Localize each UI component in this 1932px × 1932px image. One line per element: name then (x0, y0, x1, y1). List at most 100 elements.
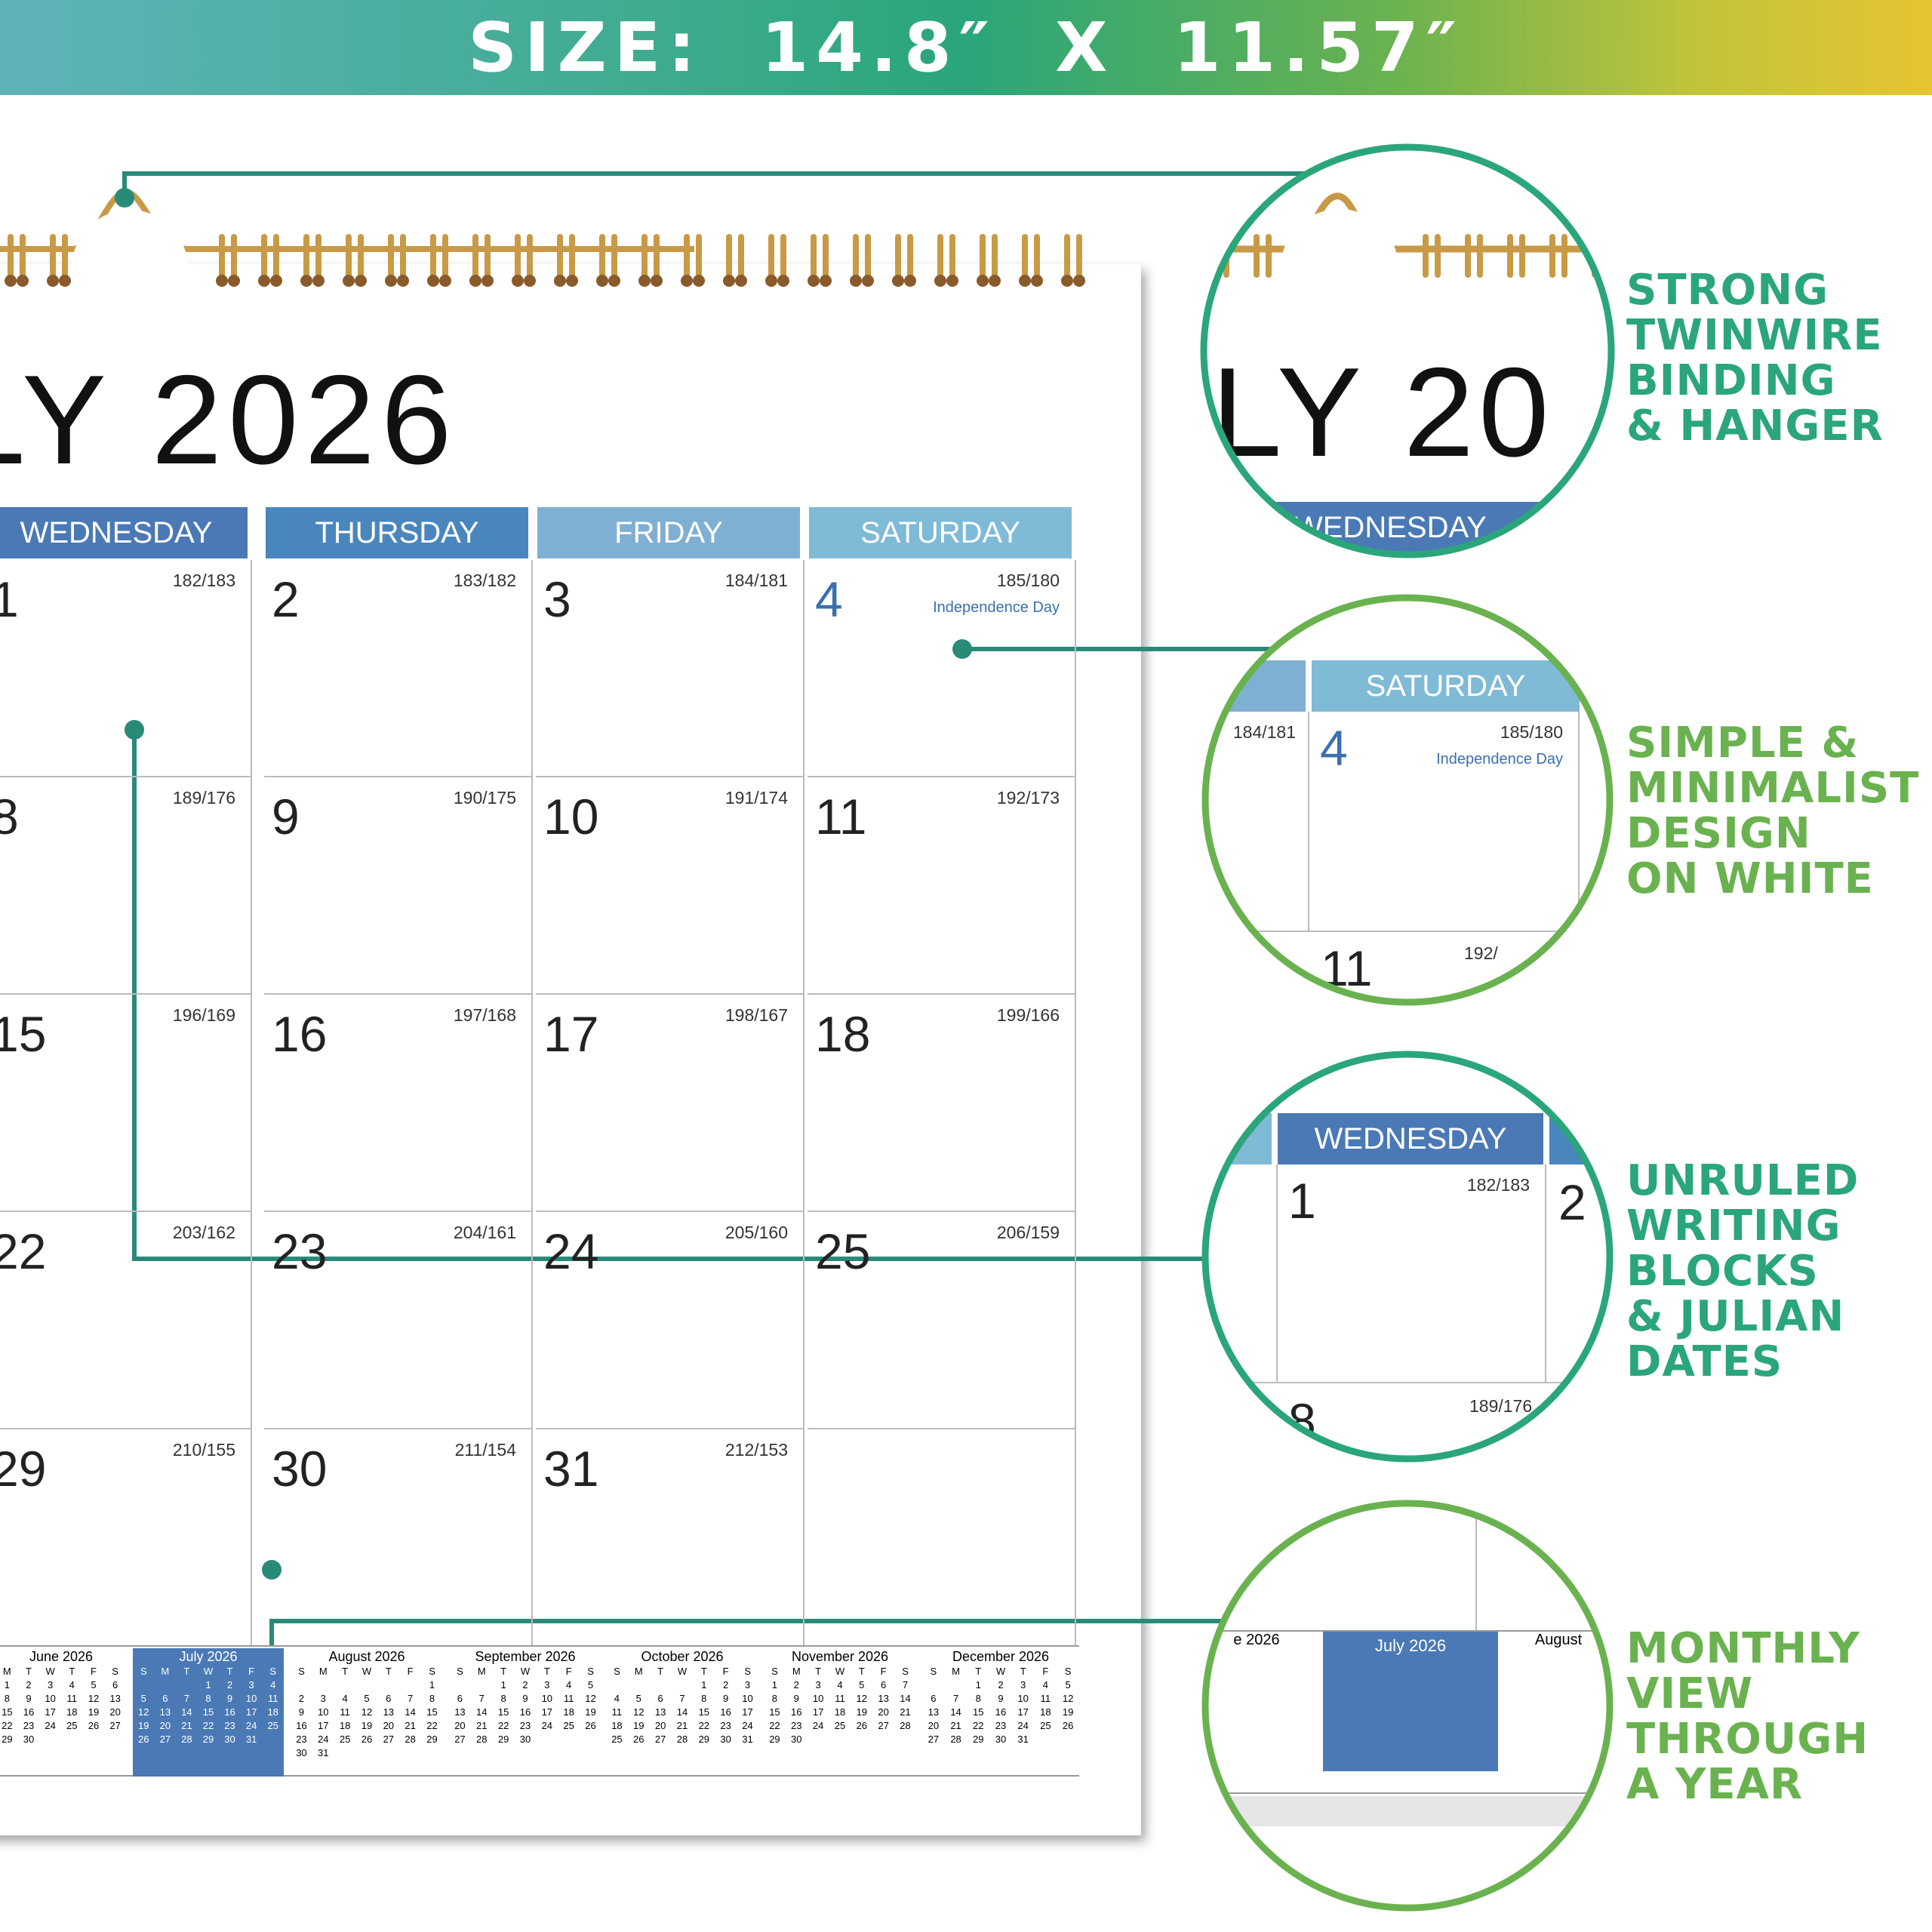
coil-hole (439, 275, 451, 287)
zoom-mini-right-title: August (1534, 1632, 1583, 1648)
coil-hole (5, 275, 17, 287)
feature-text: UNRULED WRITING BLOCKS & JULIAN DATES (1626, 1158, 1859, 1385)
mini-month-title: October 2026 (641, 1649, 724, 1664)
day-cell[interactable]: 23 204/161 (264, 1212, 533, 1429)
coil-hole (385, 275, 397, 287)
julian-date: 210/155 (172, 1440, 235, 1460)
mini-month-table: S M T W T F S 1 2 3 4 5 6 7 8 9 10 11 12 13 14 15 16 17 18 19 20 21… (138, 1666, 278, 1745)
feature-line: MONTHLY (1626, 1624, 1860, 1673)
feature-line: UNRULED (1626, 1156, 1860, 1205)
zoom-wednesday-header: WEDNESDAY (1278, 1113, 1543, 1164)
zoom-saturday: SATURDAY 184/181 4 185/180 Independence … (1204, 600, 1611, 1008)
julian-date: 191/174 (724, 788, 788, 808)
weekday-header-wednesday: WEDNESDAY (0, 507, 248, 558)
julian-date: 199/166 (996, 1005, 1060, 1025)
zoom-coil-wire (1561, 234, 1567, 278)
mini-month: August 2026 S M T W T F S 1 2 3 4 5 6 7 8 9 10 11 12 13 14 15 1… (291, 1648, 443, 1777)
zoom-tuesday-header (1204, 1113, 1272, 1164)
zoom-thursday-header (1549, 1113, 1611, 1164)
mini-month-table: S M T W T F S 1 2 3 4 5 6 7 8 9 10 11 12 13 14 15 16 17 18 19 20 21… (296, 1666, 438, 1758)
coil-wire (980, 234, 986, 278)
day-number: 31 (543, 1441, 599, 1497)
feature-line: THROUGH (1626, 1715, 1869, 1764)
coil-hole (862, 275, 874, 287)
coil-hole (989, 275, 1001, 287)
coil-wire (907, 234, 913, 278)
coil-wire (865, 234, 871, 278)
day-cell[interactable] (808, 1429, 1076, 1647)
day-cell[interactable]: 11 192/173 (808, 777, 1076, 995)
coil-hole (566, 275, 578, 287)
coil-hole (343, 275, 355, 287)
day-cell[interactable]: 2 183/182 (264, 560, 533, 777)
coil-wire (696, 234, 702, 278)
feature-line: A YEAR (1626, 1760, 1804, 1809)
coil-hole (1019, 275, 1031, 287)
day-cell[interactable]: 30 211/154 (264, 1429, 533, 1647)
day-number: 2 (272, 571, 300, 627)
zoom-wednesday: WEDNESDAY 1 182/183 2 8 189/176 (1204, 1053, 1611, 1460)
feature-line: WRITING (1626, 1201, 1841, 1251)
mini-month-title: July 2026 (179, 1649, 238, 1664)
day-cell[interactable]: 9 190/175 (264, 777, 533, 995)
feature-line: DATES (1626, 1337, 1783, 1386)
coil-wire (8, 234, 14, 278)
coil-wire (400, 234, 406, 278)
day-cell[interactable]: 4 185/180 Independence Day (808, 560, 1076, 777)
day-cell[interactable]: 22 203/162 (0, 1212, 252, 1429)
zoom-page-shadow (1204, 1796, 1611, 1826)
zoom-next-day: 11 (1321, 940, 1373, 996)
mini-month-table: S M T W T F S 1 2 3 4 5 6 7 8 9 10 11 12 13 14 15 16 17 18 19 20 21… (611, 1666, 753, 1745)
day-cell[interactable]: 24 205/160 (536, 1212, 804, 1429)
julian-date: 212/153 (724, 1440, 788, 1460)
mini-strip-top-border (0, 1645, 1079, 1647)
coil-hole (977, 275, 989, 287)
coil-wire (780, 234, 786, 278)
coil-wire (442, 234, 448, 278)
julian-date: 184/181 (724, 571, 788, 590)
coil-hole (397, 275, 409, 287)
day-cell[interactable]: 10 191/174 (536, 777, 804, 995)
feature-line: ON WHITE (1626, 854, 1874, 903)
coil-hole (17, 275, 29, 287)
mini-strip-bottom-border (0, 1775, 1079, 1777)
day-number: 15 (0, 1006, 47, 1062)
coil-wire (231, 234, 237, 278)
julian-date: 190/175 (453, 788, 516, 808)
day-cell[interactable]: 18 199/166 (808, 995, 1076, 1212)
day-number: 24 (543, 1223, 599, 1279)
coil-wire (358, 234, 364, 278)
day-cell[interactable]: 25 206/159 (808, 1212, 1076, 1429)
day-cell[interactable]: 31 212/153 (536, 1429, 804, 1647)
mini-month-table: S M T W T F S 1 2 3 4 5 6 7 8 9 10 11 12 13 14 15 16 17 18 19 20 21… (928, 1666, 1074, 1745)
zoom-coil-wire (1549, 234, 1555, 278)
coil-hole (765, 275, 777, 287)
day-cell[interactable]: 17 198/167 (536, 995, 804, 1212)
coil-wire (273, 234, 279, 278)
julian-date: 203/162 (172, 1223, 235, 1242)
day-cell[interactable]: 3 184/181 (536, 560, 804, 777)
zoom-below-day: 8 (1288, 1393, 1316, 1449)
coil-wire (527, 234, 533, 278)
coil-hole (638, 275, 651, 287)
coil-hole (735, 275, 747, 287)
mini-month: June 2026 M T W T F S 1 2 3 4 5 6 8 9 10 11 12 13 15 16 17 18 1… (0, 1648, 126, 1777)
day-cell[interactable]: 29 210/155 (0, 1429, 252, 1647)
day-cell[interactable]: 8 189/176 (0, 777, 252, 995)
coil-hole (681, 275, 693, 287)
zoom-friday-julian: 184/181 (1232, 722, 1296, 742)
day-cell[interactable]: 1 182/183 (0, 560, 252, 777)
day-cell[interactable]: 15 196/169 (0, 995, 252, 1212)
coil-hole (216, 275, 228, 287)
day-cell[interactable]: 16 197/168 (264, 995, 533, 1212)
day-number: 9 (272, 789, 300, 844)
mini-month: December 2026 S M T W T F S 1 2 3 4 5 6 7 8 9 10 11 12 13 14 1… (922, 1648, 1079, 1777)
zoom-thu-day: 2 (1558, 1174, 1586, 1230)
day-number: 3 (543, 571, 571, 627)
zoom-friday-cell: 184/181 (1204, 712, 1309, 931)
coil-wire (388, 234, 394, 278)
coil-hole (723, 275, 735, 287)
coil-hole (300, 275, 312, 287)
zoom-coil-wire (1223, 234, 1229, 278)
